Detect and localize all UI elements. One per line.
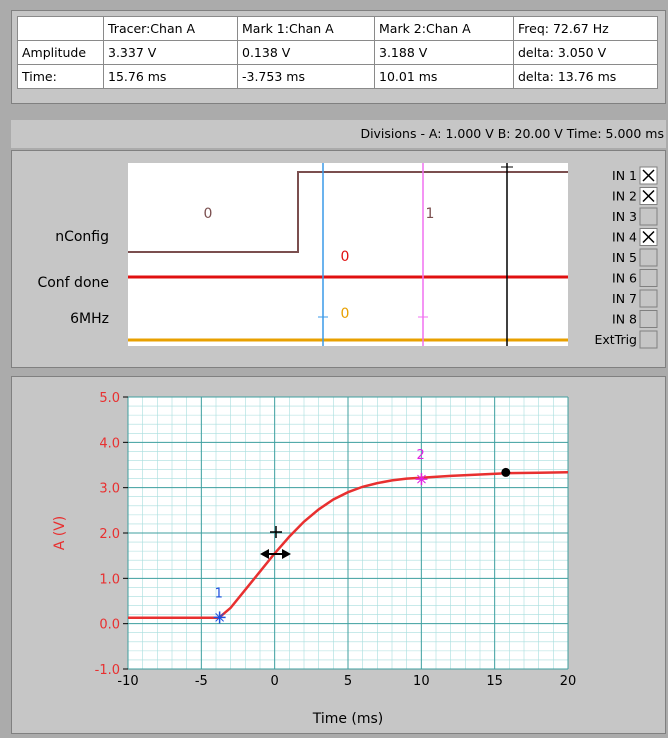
input-checkbox-list: IN 1 IN 2 IN 3 IN 4 IN 5 IN 6 IN 7 IN 8 ExtTrig: [594, 166, 658, 349]
x-axis-label: Time (ms): [312, 711, 384, 727]
y-tick-label: 3.0: [99, 482, 120, 497]
series-line-chan-a: [128, 471, 569, 620]
measurement-panel: Tracer:Chan A Mark 1:Chan A Mark 2:Chan …: [11, 10, 666, 104]
input-checkbox-7[interactable]: [639, 289, 658, 308]
x-tick-label: 15: [486, 674, 503, 689]
nconfig-waveform: [128, 171, 568, 253]
digital-display: nConfig Conf done 6MHz 0 1 0 0 IN 1IN 2I…: [37, 163, 658, 349]
input-label-3: IN 3: [612, 209, 637, 224]
channel-label-conf-done: Conf done: [37, 275, 109, 291]
x-tick-label: 5: [344, 674, 352, 689]
checkbox-check-icon: [642, 169, 655, 182]
x-tick-label: 20: [560, 674, 577, 689]
nconfig-value-low: 0: [204, 206, 213, 222]
table-row: Time: 15.76 ms -3.753 ms 10.01 ms delta:…: [17, 64, 658, 89]
input-checkbox-6[interactable]: [639, 269, 658, 287]
y-tick-label: 1.0: [99, 572, 120, 587]
time-mark2: 10.01 ms: [374, 64, 514, 89]
marker-2-cross: [417, 474, 426, 484]
input-label-6: IN 6: [612, 271, 637, 286]
table-header-freq: Freq: 72.67 Hz: [513, 16, 658, 41]
input-label-9: ExtTrig: [594, 332, 637, 347]
time-tracer: 15.76 ms: [103, 64, 238, 89]
y-tick-label: 5.0: [99, 391, 120, 406]
input-checkbox-9[interactable]: [639, 330, 658, 349]
chart-grid-major: [123, 396, 569, 670]
input-label-1: IN 1: [612, 168, 637, 183]
nconfig-value-high: 1: [426, 206, 435, 222]
divisions-text: Divisions - A: 1.000 V B: 20.00 V Time: …: [360, 126, 664, 141]
input-checkbox-3[interactable]: [639, 207, 658, 226]
time-mark1: -3.753 ms: [237, 64, 375, 89]
x-tick-label: -5: [195, 674, 208, 689]
x-tick-label: 10: [413, 674, 430, 689]
checkbox-check-icon: [642, 189, 655, 203]
6mhz-value: 0: [341, 306, 350, 322]
row-label-amplitude: Amplitude: [17, 40, 104, 65]
time-delta: delta: 13.76 ms: [513, 64, 658, 89]
y-tick-label: 4.0: [99, 436, 120, 451]
conf-done-value: 0: [341, 249, 350, 265]
y-tick-label: 0.0: [99, 618, 120, 633]
y-tick-labels: -1.0 0.0 1.0 2.0 3.0 4.0 5.0: [95, 391, 120, 678]
input-label-2: IN 2: [612, 189, 637, 204]
amplitude-mark2: 3.188 V: [374, 40, 514, 65]
table-header-blank: [17, 16, 104, 41]
table-header-mark1: Mark 1:Chan A: [237, 16, 375, 41]
input-checkbox-5[interactable]: [639, 248, 658, 267]
channel-label-6mhz: 6MHz: [70, 311, 109, 327]
x-tick-label: 0: [271, 674, 279, 689]
marker-1-cross: [215, 613, 224, 622]
amplitude-delta: delta: 3.050 V: [513, 40, 658, 65]
amplitude-tracer: 3.337 V: [103, 40, 238, 65]
row-label-time: Time:: [17, 64, 104, 89]
tracer-midpoint-marker: [260, 526, 291, 559]
measurement-table: Tracer:Chan A Mark 1:Chan A Mark 2:Chan …: [17, 16, 658, 89]
table-header-tracer: Tracer:Chan A: [103, 16, 238, 41]
table-header-mark2: Mark 2:Chan A: [374, 16, 514, 41]
checkbox-check-icon: [642, 230, 655, 244]
chart-markers: 12: [213, 448, 511, 624]
marker-1-label: 1: [215, 586, 223, 601]
table-row: Amplitude 3.337 V 0.138 V 3.188 V delta:…: [17, 40, 658, 65]
analog-chart: -1.00.01.02.03.04.05.0 -10 -5 0 5 10 15 20 12 …: [52, 391, 576, 727]
amplitude-mark1: 0.138 V: [237, 40, 375, 65]
y-tick-label: -1.0: [95, 663, 120, 678]
channel-label-nconfig: nConfig: [55, 229, 109, 245]
x-tick-labels: -10 -5 0 5 10 15 20: [117, 674, 576, 689]
tracer-marker[interactable]: [501, 467, 511, 477]
input-label-7: IN 7: [612, 291, 637, 306]
table-header-row: Tracer:Chan A Mark 1:Chan A Mark 2:Chan …: [17, 16, 658, 41]
y-axis-label: A (V): [52, 516, 68, 551]
input-label-5: IN 5: [612, 250, 637, 265]
x-tick-label: -10: [117, 674, 138, 689]
divisions-bar: Divisions - A: 1.000 V B: 20.00 V Time: …: [11, 120, 666, 148]
input-label-8: IN 8: [612, 312, 637, 327]
y-tick-label: 2.0: [99, 527, 120, 542]
input-label-4: IN 4: [612, 230, 637, 245]
input-checkbox-8[interactable]: [639, 310, 658, 328]
marker-2-label: 2: [416, 448, 424, 463]
digital-plot-area[interactable]: [128, 163, 568, 346]
